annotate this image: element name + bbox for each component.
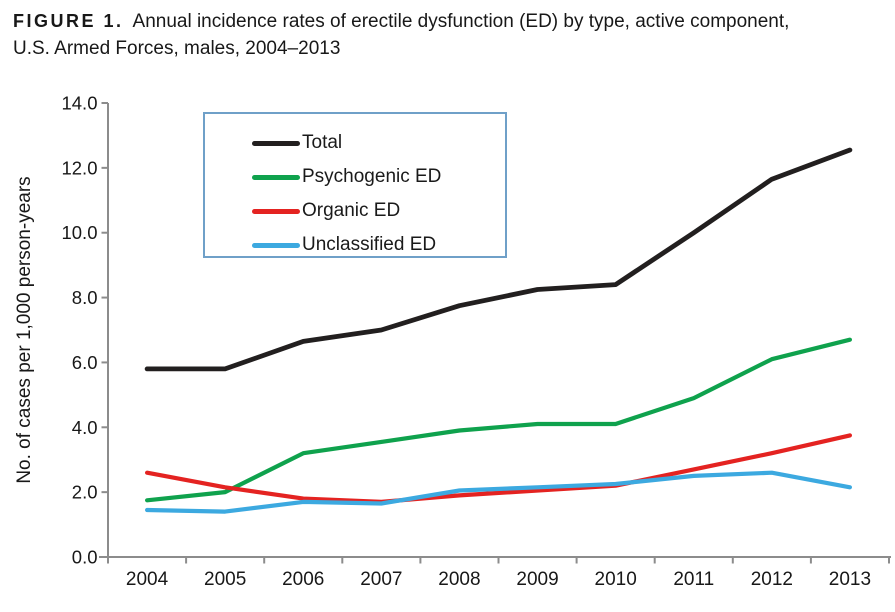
legend-swatch-icon <box>252 242 300 248</box>
legend-label: Psychogenic ED <box>302 166 442 187</box>
y-tick-label: 2.0 <box>72 482 98 503</box>
y-tick-label: 12.0 <box>61 157 97 178</box>
legend-swatch-icon <box>252 208 300 214</box>
legend-swatch-icon <box>252 140 300 146</box>
legend-label: Total <box>302 132 343 153</box>
legend-label: Unclassified ED <box>302 234 437 255</box>
legend-item-psychogenic-ed: Psychogenic ED <box>205 160 505 194</box>
figure-title: FIGURE 1. Annual incidence rates of erect… <box>13 8 891 62</box>
y-tick-label: 14.0 <box>61 93 97 114</box>
series-line-unclassified-ed <box>145 470 853 514</box>
x-tick-label: 2012 <box>751 569 793 590</box>
series-lines <box>144 147 853 514</box>
series-line-total <box>144 147 853 372</box>
series-line-organic-ed <box>145 433 853 504</box>
series-line-psychogenic-ed <box>145 337 853 503</box>
x-tick-label: 2013 <box>829 569 871 590</box>
figure-caption-line2: U.S. Armed Forces, males, 2004–2013 <box>13 38 341 59</box>
y-tick-label: 8.0 <box>72 287 98 308</box>
y-tick-label: 4.0 <box>72 417 98 438</box>
x-tick-label: 2008 <box>438 569 480 590</box>
x-tick-label: 2009 <box>516 569 558 590</box>
figure-caption-line1: Annual incidence rates of erectile dysfu… <box>132 11 790 32</box>
y-tick-label: 6.0 <box>72 352 98 373</box>
y-tick-label: 10.0 <box>61 222 97 243</box>
x-tick-label: 2007 <box>360 569 402 590</box>
y-tick-label: 0.0 <box>72 547 98 568</box>
legend: Total Psychogenic ED Organic ED Unclassifie… <box>203 112 507 258</box>
x-tick-label: 2010 <box>595 569 637 590</box>
x-tick-label: 2005 <box>204 569 246 590</box>
figure-label: FIGURE 1. <box>13 11 124 31</box>
axes <box>99 102 891 564</box>
x-tick-label: 2006 <box>282 569 324 590</box>
y-axis-title: No. of cases per 1,000 person-years <box>14 176 35 483</box>
legend-item-unclassified-ed: Unclassified ED <box>205 228 505 262</box>
legend-label: Organic ED <box>302 200 401 221</box>
legend-item-organic-ed: Organic ED <box>205 194 505 228</box>
legend-item-total: Total <box>205 126 505 160</box>
x-tick-label: 2004 <box>126 569 169 590</box>
x-tick-label: 2011 <box>673 569 714 590</box>
figure-title-line1: FIGURE 1. Annual incidence rates of erect… <box>13 8 891 35</box>
axis-labels: 0.0 2.0 4.0 6.0 8.0 10.0 12.0 14.0 2004 2005 2006 2… <box>61 93 871 591</box>
legend-swatch-icon <box>252 174 300 180</box>
